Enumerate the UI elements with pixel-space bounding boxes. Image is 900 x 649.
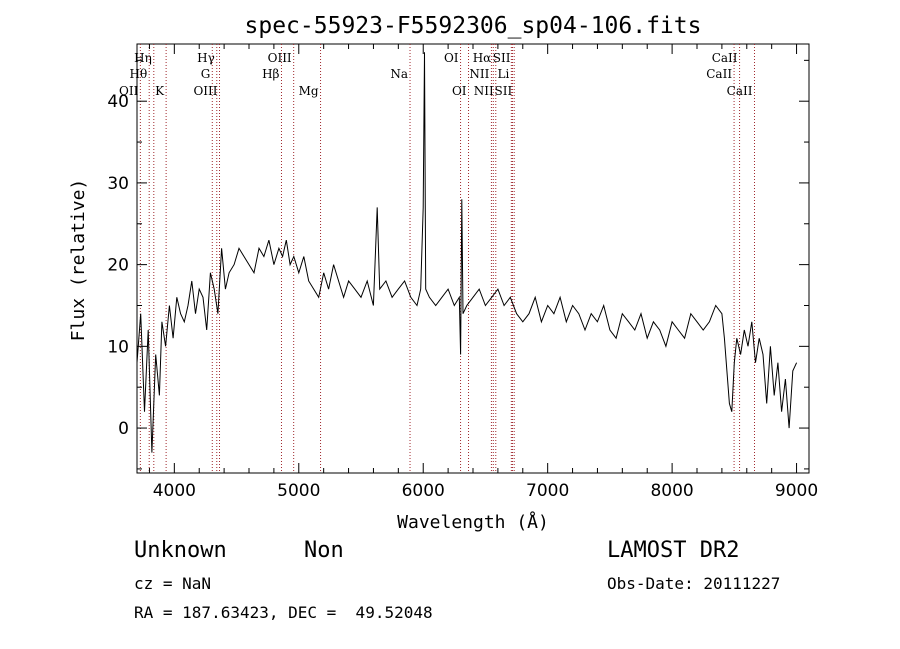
y-axis-label: Flux (relative) bbox=[68, 179, 89, 342]
line-label: Hθ bbox=[129, 67, 147, 81]
object-class: Unknown bbox=[134, 538, 227, 563]
line-label: OI bbox=[452, 84, 467, 98]
spectrum-plot: spec-55923-F5592306_sp04-106.fits Hη Hθ OI… bbox=[68, 13, 818, 533]
line-label: Hβ bbox=[262, 67, 279, 81]
x-tick-label: 5000 bbox=[277, 481, 320, 501]
redshift-cz: cz = NaN bbox=[134, 574, 212, 593]
line-label: SII bbox=[494, 84, 512, 98]
observation-date: Obs-Date: 20111227 bbox=[607, 574, 781, 593]
line-label: K bbox=[155, 84, 165, 98]
chart-title: spec-55923-F5592306_sp04-106.fits bbox=[245, 13, 702, 39]
line-label: OIII bbox=[193, 84, 217, 98]
line-label: OII bbox=[119, 84, 139, 98]
ra-dec-coordinates: RA = 187.63423, DEC = 49.52048 bbox=[134, 603, 433, 622]
line-label: Hγ bbox=[197, 51, 215, 65]
axis-ticks: 4000 5000 6000 7000 8000 9000 0 10 20 30 40 bbox=[107, 44, 818, 501]
plot-frame bbox=[136, 43, 810, 474]
line-label: NII bbox=[474, 84, 494, 98]
object-subclass: Non bbox=[304, 538, 344, 563]
y-tick-label: 30 bbox=[107, 174, 129, 194]
line-label: CaII bbox=[712, 51, 738, 65]
y-tick-label: 0 bbox=[118, 419, 129, 439]
x-tick-label: 6000 bbox=[402, 481, 445, 501]
line-label: Mg bbox=[299, 84, 319, 98]
line-label: NII bbox=[469, 67, 489, 81]
line-label: G bbox=[201, 67, 211, 81]
x-tick-label: 4000 bbox=[153, 481, 196, 501]
y-tick-label: 10 bbox=[107, 337, 129, 357]
line-label: CaII bbox=[706, 67, 732, 81]
line-label: OIII bbox=[268, 51, 292, 65]
line-label: Hη bbox=[134, 51, 152, 65]
line-label: Na bbox=[390, 67, 408, 81]
x-tick-label: 8000 bbox=[650, 481, 693, 501]
y-tick-label: 20 bbox=[107, 256, 129, 276]
x-tick-label: 9000 bbox=[775, 481, 818, 501]
line-label: OI bbox=[444, 51, 459, 65]
line-label: Hα bbox=[473, 51, 492, 65]
x-axis-label: Wavelength (Å) bbox=[397, 511, 549, 533]
y-tick-label: 40 bbox=[107, 92, 129, 112]
spectrum-line bbox=[136, 52, 798, 453]
line-label: CaII bbox=[727, 84, 753, 98]
line-label: SII bbox=[493, 51, 511, 65]
line-label: Li bbox=[498, 67, 510, 81]
x-tick-label: 7000 bbox=[526, 481, 569, 501]
survey-name: LAMOST DR2 bbox=[607, 538, 740, 563]
